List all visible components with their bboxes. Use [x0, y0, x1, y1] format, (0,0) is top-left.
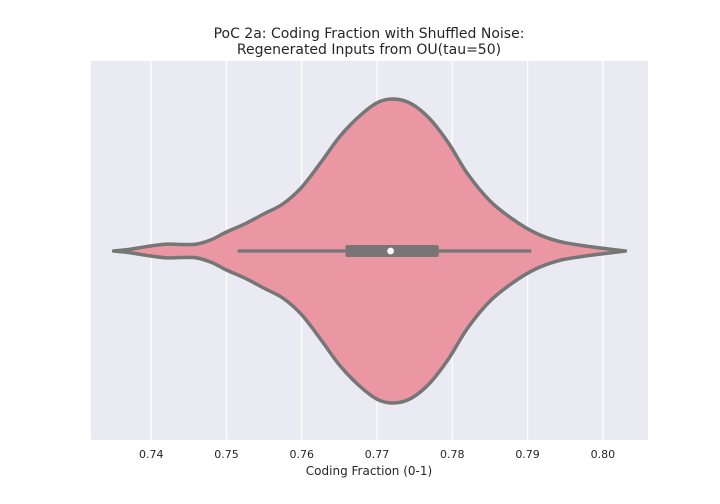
median-marker — [387, 247, 394, 255]
x-tick-label: 0.74 — [139, 448, 164, 461]
x-tick-label: 0.75 — [214, 448, 239, 461]
x-axis-label: Coding Fraction (0-1) — [306, 464, 432, 478]
x-tick-label: 0.79 — [515, 448, 540, 461]
x-tick-label: 0.76 — [290, 448, 315, 461]
chart-title-line-2: Regenerated Inputs from OU(tau=50) — [237, 42, 501, 58]
x-tick-label: 0.78 — [440, 448, 465, 461]
x-tick-label: 0.80 — [591, 448, 616, 461]
x-tick-label: 0.77 — [365, 448, 390, 461]
chart-title-line-1: PoC 2a: Coding Fraction with Shuffled No… — [214, 26, 525, 42]
box-layer — [237, 245, 532, 257]
x-tick-labels: 0.74 0.75 0.76 0.77 0.78 0.79 0.80 — [139, 448, 615, 461]
